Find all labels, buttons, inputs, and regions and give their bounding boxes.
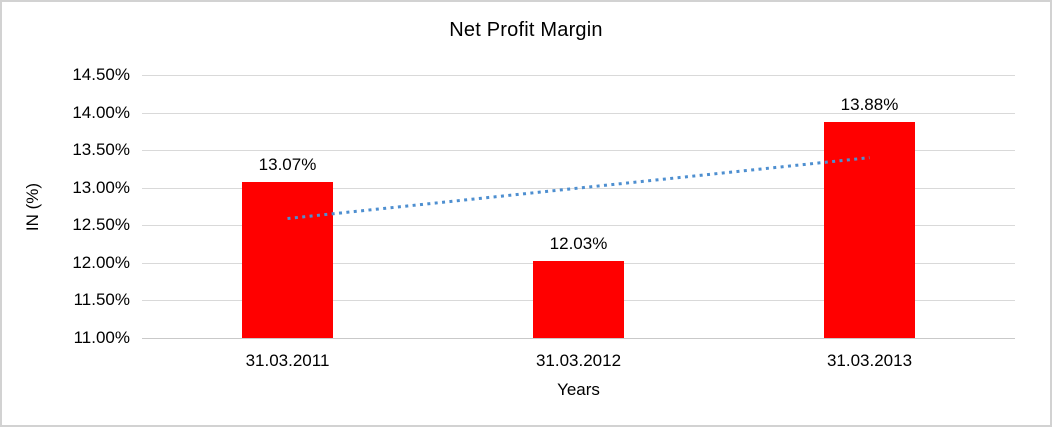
gridline [142, 75, 1015, 76]
bar-31.03.2012 [533, 260, 624, 338]
y-tick-label: 13.50% [72, 140, 130, 160]
x-axis-title: Years [557, 380, 600, 399]
bar-31.03.2011 [242, 182, 333, 338]
bar-data-label: 13.88% [840, 94, 899, 114]
bar-data-label: 13.07% [258, 155, 317, 175]
y-tick-label: 12.50% [72, 215, 130, 235]
bar-data-label: 12.03% [549, 233, 608, 253]
y-tick-label: 11.50% [73, 290, 130, 310]
chart-title: Net Profit Margin [449, 19, 603, 41]
x-tick-label: 31.03.2012 [535, 351, 622, 370]
y-tick-label: 14.50% [72, 65, 130, 84]
gridline [142, 225, 1015, 227]
y-tick-label: 11.00% [73, 328, 130, 347]
y-tick-label: 14.00% [72, 102, 130, 122]
gridline [142, 150, 1015, 152]
bar-31.03.2013 [824, 121, 915, 338]
x-tick-label: 31.03.2011 [245, 351, 330, 370]
y-tick-label: 12.00% [72, 252, 130, 272]
y-tick-label: 13.00% [72, 177, 130, 197]
gridline [142, 112, 1015, 114]
gridline [142, 338, 1015, 339]
plot-area [142, 75, 1015, 339]
x-tick-label: 31.03.2013 [826, 351, 913, 370]
